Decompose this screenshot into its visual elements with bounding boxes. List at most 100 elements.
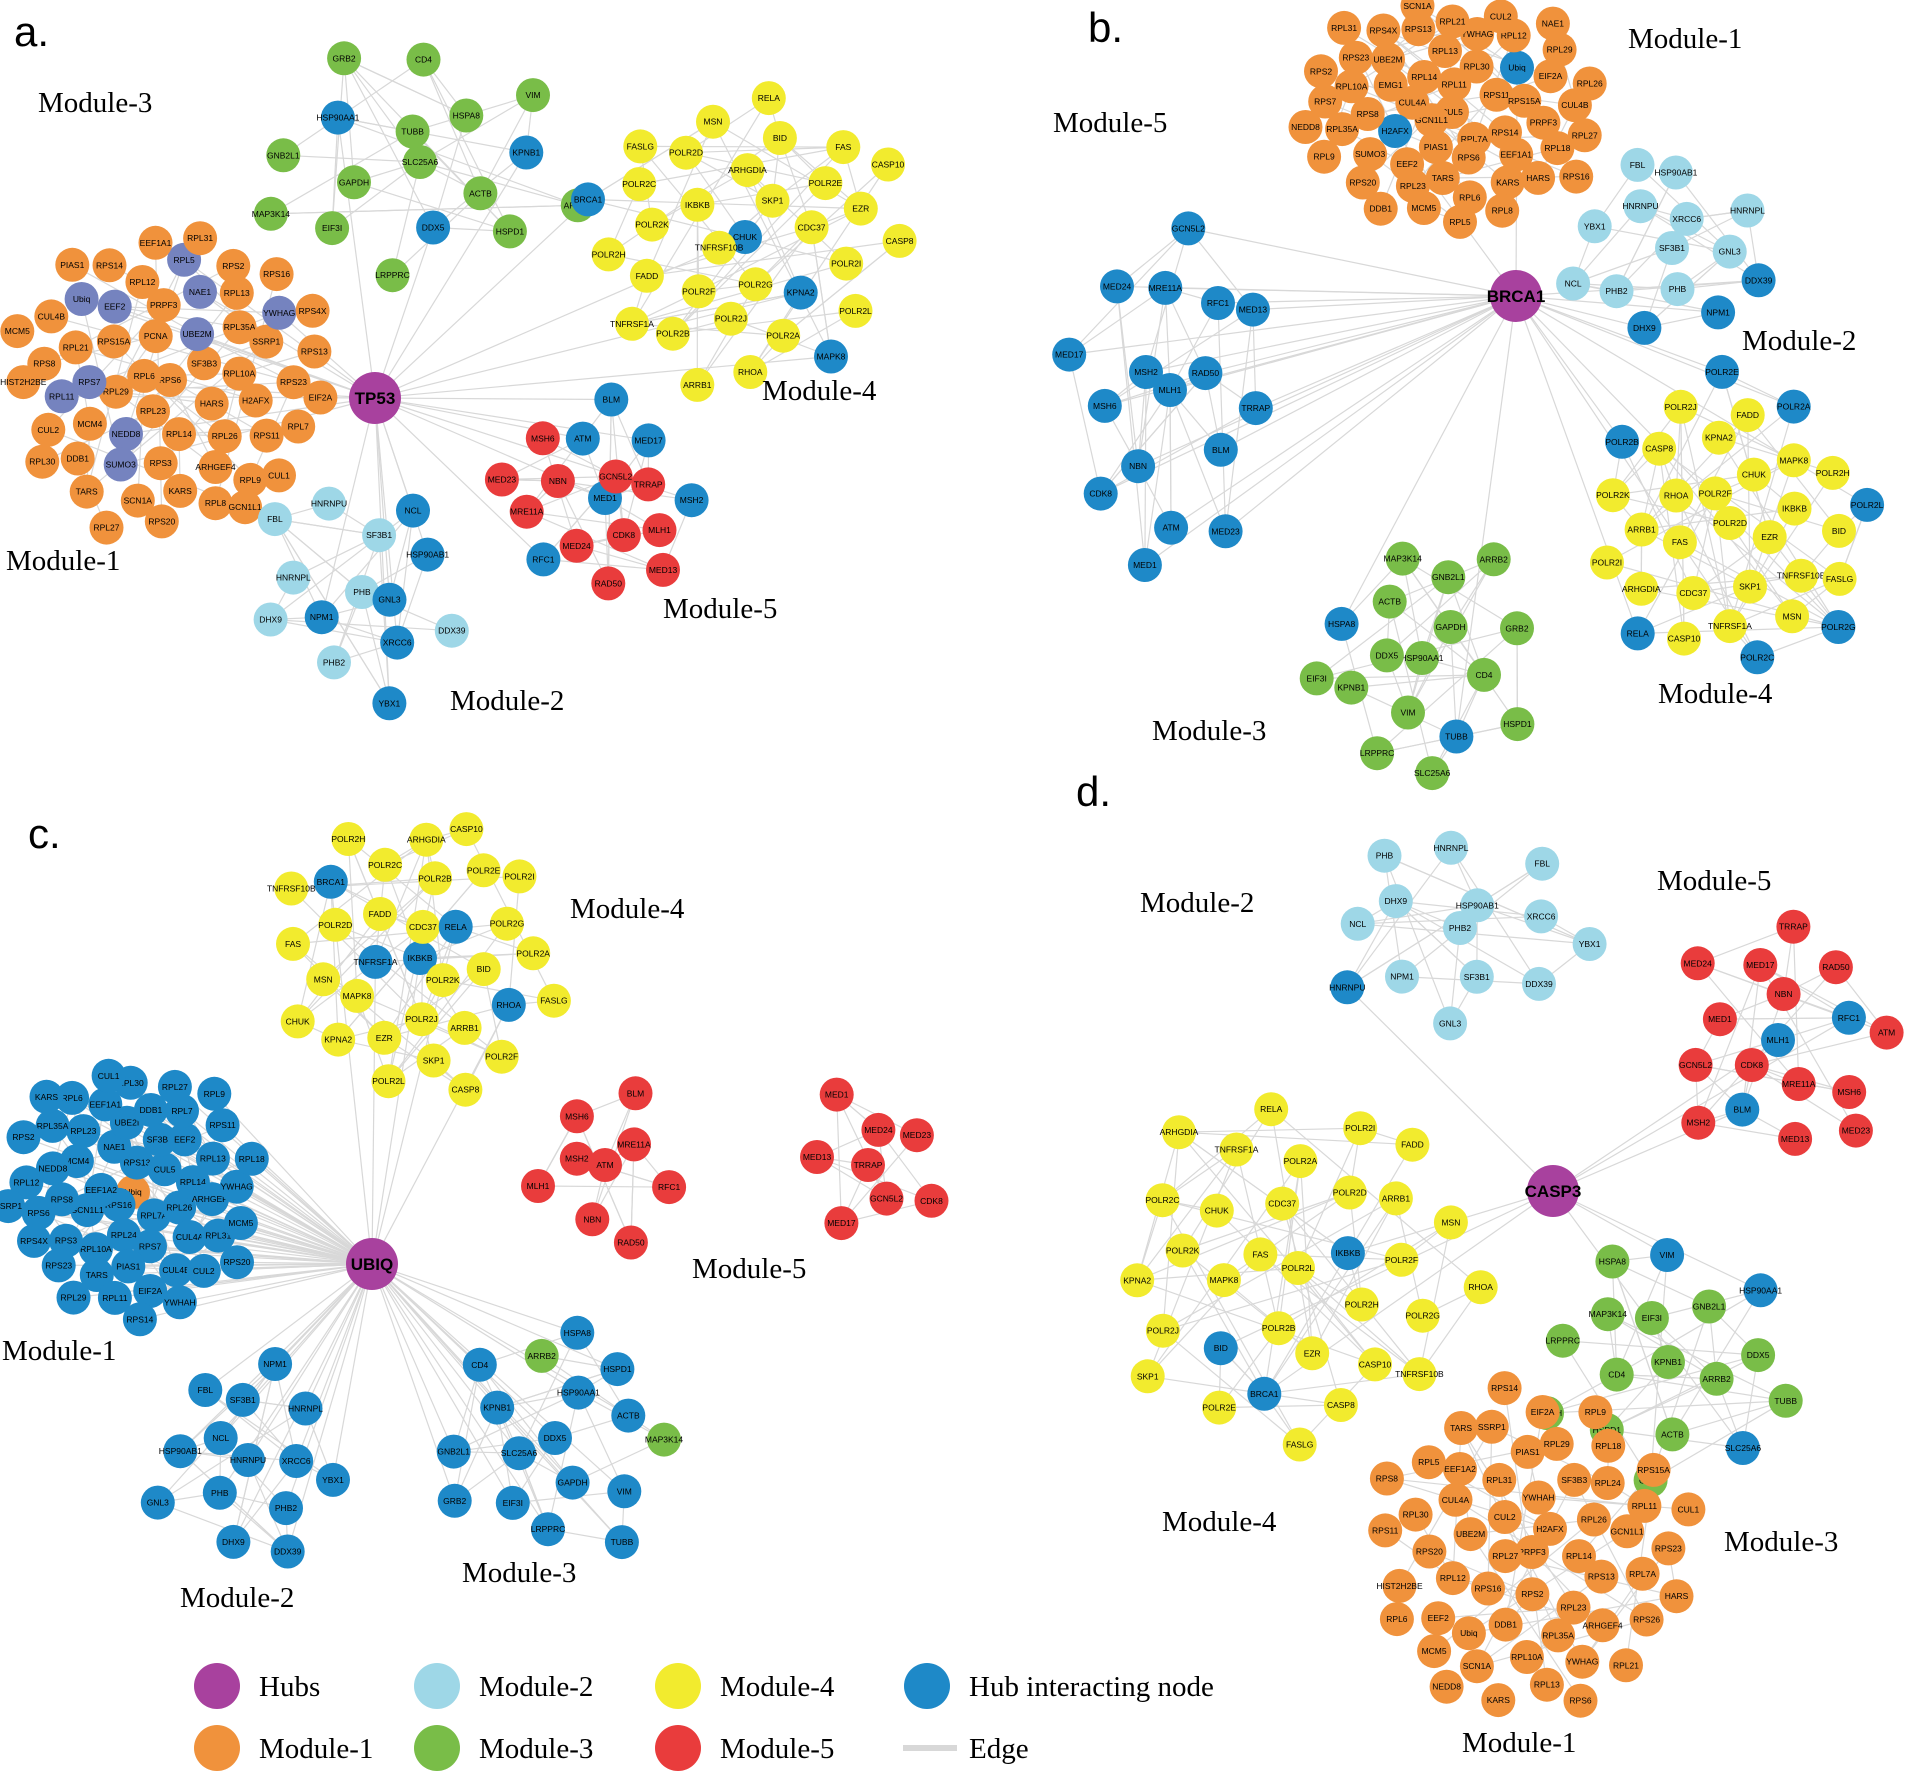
node-a-DDX39[interactable]: DDX39 [434, 613, 469, 648]
node-circle[interactable] [25, 444, 60, 479]
node-circle[interactable] [147, 1152, 182, 1187]
node-b-RPL13[interactable]: RPL13 [1428, 34, 1462, 68]
node-d-RPS14[interactable]: RPS14 [1487, 1371, 1522, 1406]
node-c-POLR2F[interactable]: POLR2F [484, 1039, 519, 1074]
node-circle[interactable] [234, 1141, 269, 1176]
node-circle[interactable] [1775, 599, 1810, 634]
node-a-ARHGEF4[interactable]: ARHGEF4 [195, 450, 236, 484]
node-c-POLR2B[interactable]: POLR2B [418, 861, 452, 896]
node-d-EEF2[interactable]: EEF2 [1421, 1601, 1456, 1636]
node-circle[interactable] [1488, 1539, 1523, 1574]
node-circle[interactable] [1261, 1311, 1296, 1346]
node-c-RHOA[interactable]: RHOA [491, 987, 526, 1022]
node-d-Ubiq[interactable]: Ubiq [1451, 1616, 1486, 1651]
node-b-NPM1[interactable]: NPM1 [1701, 295, 1736, 330]
node-circle[interactable] [1482, 1462, 1517, 1497]
node-circle[interactable] [253, 196, 288, 231]
node-circle[interactable] [6, 365, 41, 400]
node-a-RPL14[interactable]: RPL14 [162, 417, 196, 452]
node-d-RFC1[interactable]: RFC1 [1831, 1000, 1866, 1035]
node-b-YBX1[interactable]: YBX1 [1577, 209, 1612, 244]
node-d-TARS[interactable]: TARS [1444, 1411, 1479, 1445]
node-circle[interactable] [1725, 1092, 1760, 1127]
node-circle[interactable] [819, 1077, 854, 1112]
node-circle[interactable] [1490, 165, 1525, 200]
node-a-RPS11[interactable]: RPS11 [249, 418, 284, 453]
node-c-MSH2[interactable]: MSH2 [559, 1141, 594, 1176]
node-circle[interactable] [197, 1076, 232, 1111]
node-a-TRRAP[interactable]: TRRAP [631, 467, 666, 502]
node-a-MSH6[interactable]: MSH6 [525, 421, 560, 456]
node-d-MLH1[interactable]: MLH1 [1761, 1023, 1795, 1057]
node-circle[interactable] [140, 1485, 175, 1520]
node-c-RPS11[interactable]: RPS11 [205, 1108, 240, 1143]
node-circle[interactable] [1307, 139, 1342, 174]
node-a-DDX5[interactable]: DDX5 [416, 210, 451, 245]
node-b-LRPPRC[interactable]: LRPPRC [1360, 736, 1395, 771]
node-a-ATM[interactable]: ATM [565, 421, 600, 456]
node-c-RPL9[interactable]: RPL9 [197, 1076, 232, 1111]
node-circle[interactable] [1740, 640, 1775, 675]
node-circle[interactable] [1459, 959, 1494, 994]
node-circle[interactable] [713, 301, 748, 336]
node-c-RPS14[interactable]: RPS14 [122, 1302, 157, 1337]
node-d-RPS8[interactable]: RPS8 [1369, 1461, 1404, 1496]
node-circle[interactable] [1334, 670, 1369, 705]
node-circle[interactable] [1658, 155, 1693, 190]
node-d-CDC37[interactable]: CDC37 [1265, 1186, 1300, 1221]
node-circle[interactable] [88, 1087, 123, 1122]
node-circle[interactable] [1499, 137, 1534, 172]
node-circle[interactable] [1406, 191, 1441, 225]
node-circle[interactable] [122, 1302, 157, 1337]
node-circle[interactable] [304, 600, 339, 635]
node-circle[interactable] [1402, 1357, 1437, 1392]
node-a-GCN1L1[interactable]: GCN1L1 [228, 490, 263, 525]
node-b-FAS[interactable]: FAS [1662, 525, 1697, 560]
node-circle[interactable] [1203, 432, 1238, 467]
node-circle[interactable] [1483, 0, 1518, 34]
node-circle[interactable] [1444, 1411, 1479, 1445]
node-circle[interactable] [600, 1352, 635, 1387]
node-a-CUL4B[interactable]: CUL4B [34, 299, 69, 334]
node-d-MRE11A[interactable]: MRE11A [1781, 1067, 1816, 1101]
node-b-RAD50[interactable]: RAD50 [1188, 356, 1223, 391]
node-circle[interactable] [266, 138, 301, 173]
node-circle[interactable] [238, 383, 273, 418]
node-d-HNRNPL[interactable]: HNRNPL [1434, 830, 1469, 865]
node-d-KPNA2[interactable]: KPNA2 [1120, 1263, 1155, 1298]
node-b-RPL9[interactable]: RPL9 [1307, 139, 1342, 174]
node-b-Ubiq[interactable]: Ubiq [1500, 50, 1534, 85]
node-d-HIST2H2BE[interactable]: HIST2H2BE [1376, 1568, 1423, 1603]
node-a-MLH1[interactable]: MLH1 [642, 513, 677, 548]
node-b-HSPD1[interactable]: HSPD1 [1500, 707, 1535, 742]
node-circle[interactable] [1360, 736, 1395, 771]
node-circle[interactable] [1590, 545, 1624, 580]
node-circle[interactable] [1485, 193, 1520, 228]
node-c-ARRB2[interactable]: ARRB2 [524, 1338, 559, 1373]
node-a-SUMO3[interactable]: SUMO3 [103, 447, 138, 482]
node-circle[interactable] [1725, 1431, 1760, 1465]
node-b-MSH2[interactable]: MSH2 [1129, 355, 1163, 389]
node-a-CASP10[interactable]: CASP10 [871, 147, 905, 182]
node-a-SKP1[interactable]: SKP1 [755, 183, 790, 218]
hub-node-BRCA1[interactable]: BRCA1 [1487, 270, 1546, 322]
node-d-TNFRSF1A[interactable]: TNFRSF1A [1215, 1132, 1259, 1167]
node-circle[interactable] [249, 324, 284, 359]
node-d-SF3B3[interactable]: SF3B3 [1557, 1462, 1592, 1497]
node-circle[interactable] [1434, 830, 1468, 865]
node-d-BRCA1[interactable]: BRCA1 [1247, 1376, 1282, 1411]
node-d-RPS15A[interactable]: RPS15A [1636, 1452, 1671, 1487]
node-circle[interactable] [136, 394, 170, 429]
node-c-CDK8[interactable]: CDK8 [914, 1183, 949, 1218]
node-circle[interactable] [1595, 1244, 1630, 1279]
node-d-LRPPRC[interactable]: LRPPRC [1546, 1323, 1580, 1358]
node-c-RPL27[interactable]: RPL27 [157, 1069, 192, 1104]
node-circle[interactable] [1521, 1480, 1556, 1515]
node-circle[interactable] [1208, 514, 1243, 549]
node-c-DHX9[interactable]: DHX9 [216, 1524, 251, 1559]
node-circle[interactable] [1323, 1388, 1358, 1422]
node-b-PHB2[interactable]: PHB2 [1599, 274, 1634, 309]
node-b-RPS16[interactable]: RPS16 [1559, 159, 1594, 194]
node-circle[interactable] [1330, 970, 1365, 1005]
node-circle[interactable] [405, 909, 440, 944]
